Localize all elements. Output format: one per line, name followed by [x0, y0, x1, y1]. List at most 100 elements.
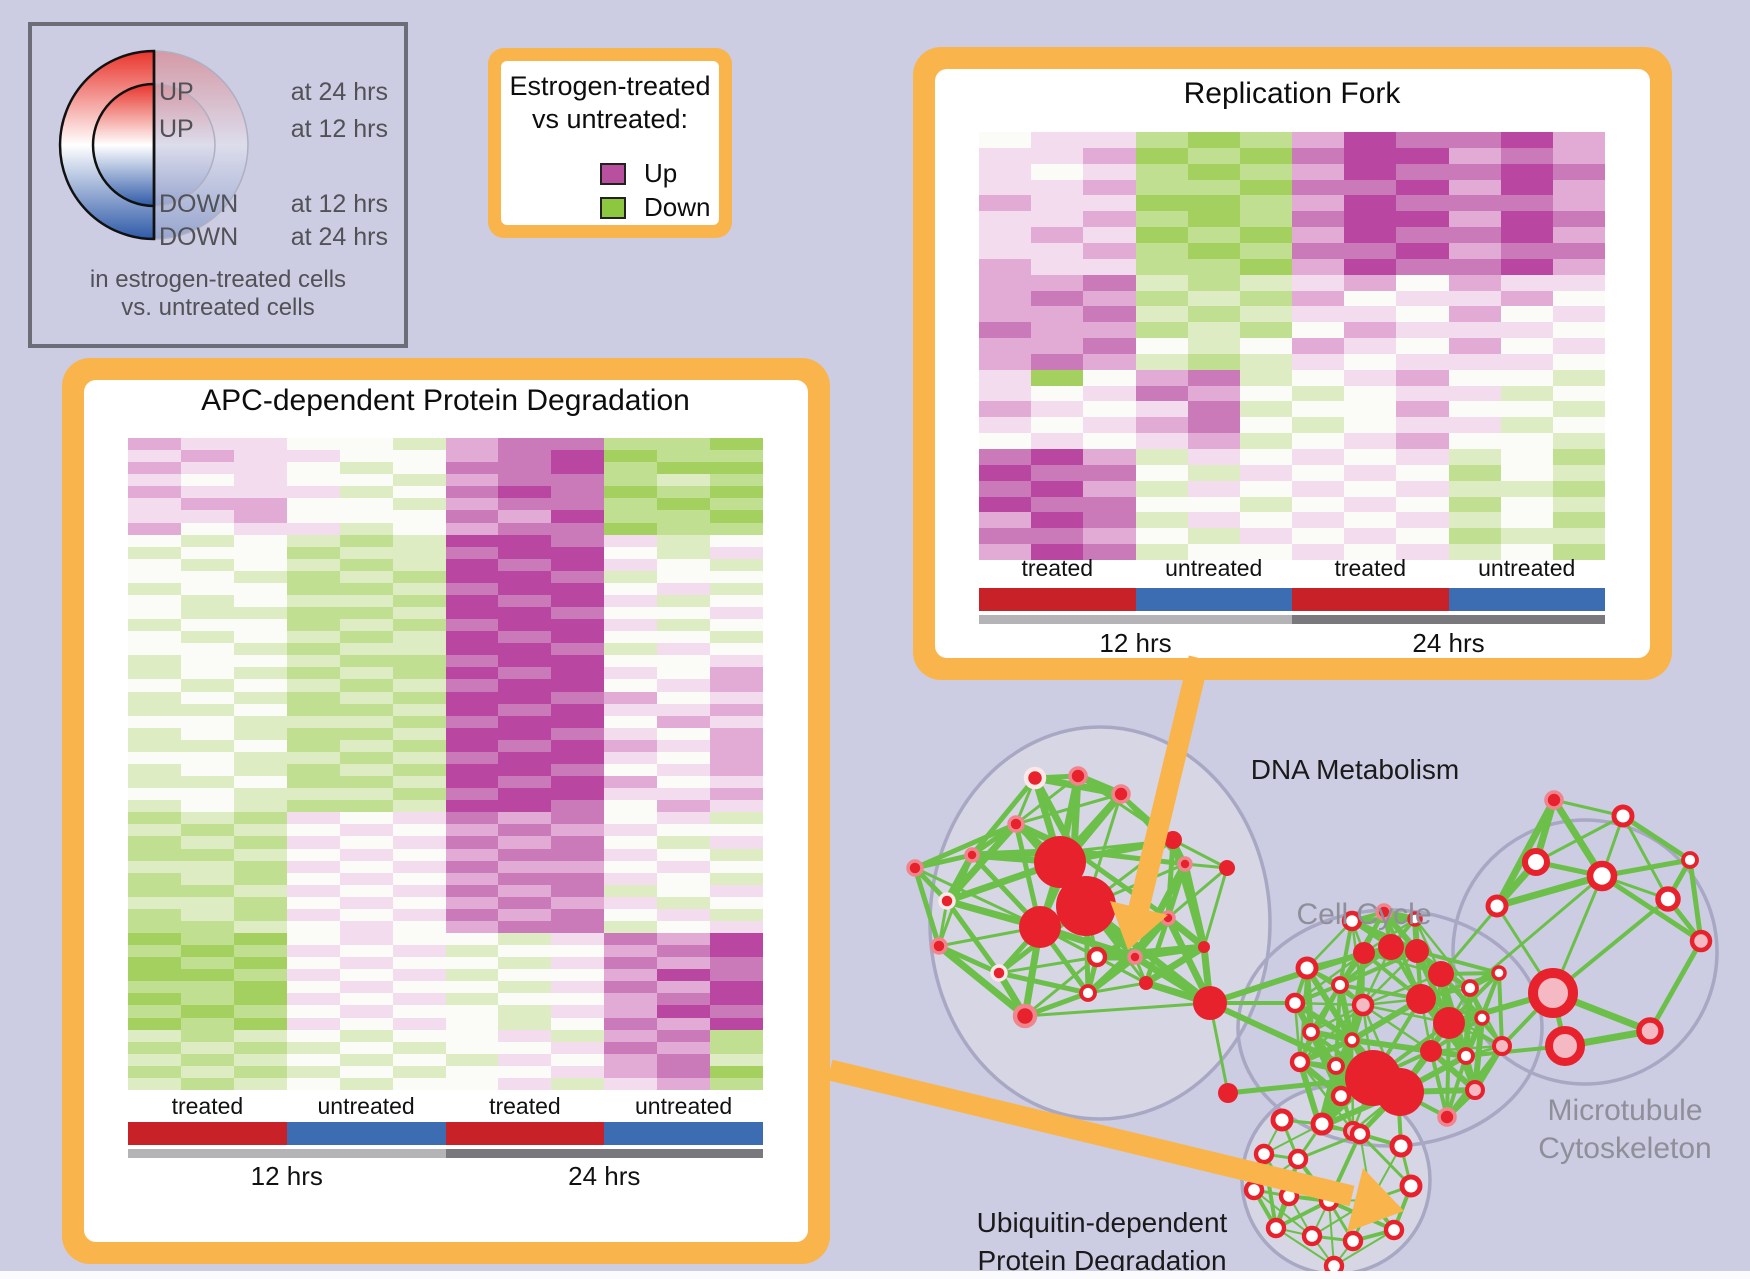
heatmap-cell — [1239, 496, 1292, 513]
heatmap-cell — [1344, 496, 1397, 513]
gene-node-ring — [1407, 911, 1423, 927]
heatmap-cell — [657, 655, 711, 668]
heatmap-cell — [657, 776, 711, 789]
heatmap-cell — [979, 211, 1032, 228]
heatmap-cell — [604, 1017, 658, 1030]
heatmap-cell — [710, 1005, 763, 1018]
heatmap-cell — [710, 558, 763, 571]
heatmap-cell — [1135, 369, 1188, 386]
heatmap-cell — [286, 1077, 340, 1090]
heatmap-cell — [1552, 195, 1605, 212]
heatmap-cell — [286, 788, 340, 801]
heatmap-cell — [445, 969, 499, 982]
heatmap-cell — [1552, 179, 1605, 196]
heatmap-cell — [339, 619, 393, 632]
heatmap-cell — [710, 751, 763, 764]
heatmap-cell — [1292, 227, 1345, 243]
heatmap-cell — [551, 534, 605, 547]
heatmap-cell — [498, 486, 552, 499]
network-edge — [1363, 948, 1418, 956]
network-edge — [914, 822, 1017, 870]
network-edge — [1310, 1003, 1364, 1034]
heatmap-cell — [128, 691, 181, 704]
heatmap-cell — [1135, 433, 1188, 450]
legend-dir-down12: DOWN — [159, 190, 239, 218]
heatmap-cell — [1292, 242, 1345, 259]
heatmap-cell — [604, 631, 658, 644]
network-edge — [937, 900, 949, 947]
network-edge — [1398, 1053, 1468, 1095]
heatmap-cell — [498, 836, 552, 849]
network-edge — [1034, 773, 1079, 781]
network-edge — [1209, 950, 1365, 1006]
heatmap-cell — [657, 546, 711, 559]
heatmap-cell — [551, 848, 605, 861]
network-edge — [1349, 1037, 1403, 1095]
gene-node-halo — [930, 937, 948, 955]
network-edge — [1351, 910, 1385, 923]
heatmap-cell — [551, 908, 605, 921]
heatmap-cell — [339, 920, 393, 934]
network-edge — [1170, 838, 1188, 866]
network-edge — [1420, 986, 1471, 1001]
heatmap-cell — [233, 884, 287, 897]
network-edge — [1665, 858, 1693, 901]
heatmap-cell — [392, 920, 446, 934]
heatmap-cell — [180, 631, 234, 644]
heatmap-cell — [392, 945, 446, 958]
heatmap-cell — [339, 510, 393, 523]
heatmap-cell — [1083, 496, 1136, 513]
gene-node-ring — [1301, 1225, 1323, 1247]
hour-label: 24 hrs — [1412, 628, 1485, 658]
network-edge — [1253, 1189, 1313, 1237]
heatmap-cell — [1396, 163, 1449, 180]
heatmap-cell — [604, 486, 658, 499]
heatmap-cell — [180, 438, 234, 451]
heatmap-cell — [710, 776, 763, 789]
network-edge — [1298, 1031, 1313, 1063]
network-edge — [1419, 998, 1433, 1052]
heatmap-cell — [339, 438, 393, 451]
network-edge — [1463, 987, 1473, 1057]
network-edge — [1317, 1038, 1355, 1129]
heatmap-cell — [1187, 306, 1240, 323]
heatmap-cell — [180, 691, 234, 704]
heatmap-cell — [128, 498, 181, 511]
heatmap-cell — [339, 703, 393, 716]
heatmap-cell — [1344, 132, 1397, 148]
gene-node-halo — [1160, 910, 1176, 926]
heatmap-cell — [392, 1029, 446, 1042]
heatmap-cell — [498, 667, 552, 680]
network-edge — [1335, 1064, 1374, 1080]
heatmap-cell — [551, 570, 605, 583]
heatmap-cell — [1187, 417, 1240, 434]
heatmap-cell — [498, 1065, 552, 1078]
network-edge — [1072, 850, 1099, 958]
network-edge — [1338, 1039, 1355, 1097]
gene-node-ring — [1330, 1085, 1352, 1107]
heatmap-cell — [498, 1005, 552, 1018]
heatmap-cell — [1396, 258, 1449, 275]
heatmap-cell — [1552, 369, 1605, 386]
gene-node-ring — [1461, 979, 1479, 997]
network-edge — [1390, 944, 1418, 954]
heatmap-cell — [551, 1017, 605, 1030]
heatmap-cell — [657, 800, 711, 813]
heatmap-cell — [979, 464, 1032, 481]
heatmap-cell — [286, 715, 340, 728]
heatmap-cell — [445, 860, 499, 873]
network-edge — [1274, 1158, 1300, 1229]
heatmap-cell — [233, 836, 287, 849]
heatmap-cell — [1083, 306, 1136, 323]
network-edge — [1320, 1076, 1375, 1126]
heatmap-cell — [551, 993, 605, 1006]
network-edge — [1419, 996, 1451, 1026]
gene-node-solid — [1198, 941, 1210, 953]
network-edge — [1299, 1061, 1354, 1132]
heatmap-cell — [710, 534, 763, 547]
network-edge — [1363, 951, 1442, 976]
estrogen-legend-title1: Estrogen-treated — [509, 71, 711, 101]
heatmap-cell — [1135, 195, 1188, 212]
heatmap-cell — [286, 836, 340, 849]
